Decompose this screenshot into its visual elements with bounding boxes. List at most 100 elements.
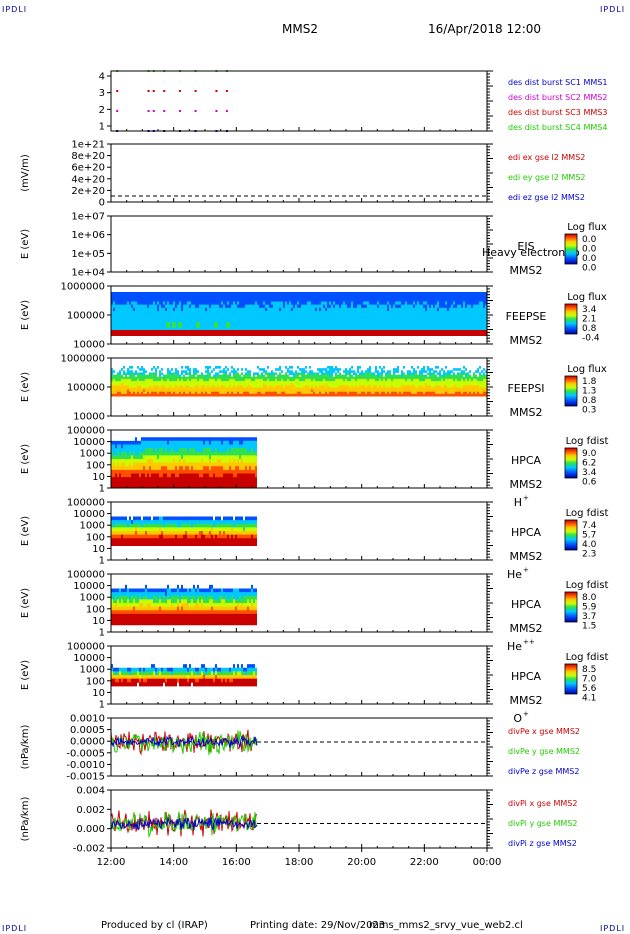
ytick-burst-1: 3 (99, 88, 105, 99)
colorbar-title-hpca_he: Log fdist (566, 508, 609, 519)
ytick-hpca_he-5: 1 (99, 556, 105, 567)
species-sup-hpca_o: + (523, 710, 529, 718)
legend-divpe-1: divPe y gse MMS2 (508, 747, 580, 756)
ytick-hpca_h-1: 10000 (73, 437, 105, 448)
label2-hpca_hepp: MMS2 (510, 622, 543, 635)
burst-mark-1-2 (152, 90, 155, 92)
colorbar-hpca_h (564, 447, 578, 479)
panel-frame-eis (110, 215, 488, 273)
legend-burst-0: des dist burst SC1 MMS1 (508, 78, 607, 87)
ytick-edi-5: 0 (99, 198, 105, 209)
divpe-series-2 (110, 735, 258, 748)
ylabel-feepsi: E (eV) (20, 372, 31, 402)
burst-mark-2-4 (178, 110, 181, 112)
divpi-series-2 (110, 816, 258, 831)
species-sup-hpca_hepp: ++ (523, 638, 535, 646)
xtick-6: 00:00 (473, 857, 502, 868)
species-sup-hpca_he: + (523, 566, 529, 574)
colorbar-tick-eis-2: 0.0 (582, 254, 597, 264)
xtick-0: 12:00 (97, 857, 126, 868)
divpi-series-1 (110, 811, 258, 839)
ylabel-hpca_hepp: E (eV) (20, 588, 31, 618)
colorbar-tick-hpca_hepp-0: 8.0 (582, 593, 597, 603)
colorbar-tick-feepse-1: 2.1 (582, 315, 596, 325)
colorbar-tick-feepse-2: 0.8 (582, 324, 597, 334)
colorbar-tick-hpca_hepp-1: 5.9 (582, 603, 597, 613)
overlay-eis: Heavy electron to (482, 246, 580, 259)
xtick-1: 14:00 (159, 857, 188, 868)
ylabel-hpca_h: E (eV) (20, 444, 31, 474)
colorbar-tick-feepsi-1: 1.3 (582, 387, 596, 397)
burst-mark-2-6 (215, 110, 218, 112)
ytick-divpe-2: 0.0000 (70, 737, 105, 748)
ytick-hpca_o-1: 10000 (73, 653, 105, 664)
ytick-hpca_he-0: 100000 (67, 498, 105, 509)
colorbar-hpca_hepp (564, 591, 578, 623)
ylabel-eis: E (eV) (20, 229, 31, 259)
ytick-edi-4: 2e+20 (71, 186, 105, 197)
ytick-feepsi-2: 10000 (73, 412, 105, 423)
ytick-eis-3: 1e+04 (71, 268, 105, 279)
label-hpca_hepp: HPCA (511, 598, 542, 611)
ytick-divpi-3: -0.002 (73, 844, 105, 855)
ytick-hpca_hepp-4: 10 (92, 616, 105, 627)
species-sup-hpca_h: + (523, 494, 529, 502)
ytick-divpe-3: -0.0005 (66, 748, 105, 759)
colorbar-tick-hpca_o-0: 8.5 (582, 665, 596, 675)
colorbar-tick-hpca_he-2: 4.0 (582, 540, 597, 550)
ytick-divpi-0: 0.004 (76, 786, 105, 797)
ytick-hpca_o-2: 1000 (80, 665, 105, 676)
ytick-hpca_o-5: 1 (99, 700, 105, 711)
colorbar-tick-hpca_he-3: 2.3 (582, 550, 596, 560)
ytick-feepsi-0: 1000000 (60, 354, 105, 365)
ytick-feepse-1: 100000 (67, 311, 105, 322)
ytick-hpca_hepp-3: 100 (86, 604, 105, 615)
label2-hpca_he: MMS2 (510, 550, 543, 563)
burst-mark-2-0 (116, 110, 119, 112)
burst-mark-1-0 (116, 90, 119, 92)
ytick-divpe-4: -0.0010 (66, 760, 105, 771)
ytick-hpca_he-2: 1000 (80, 521, 105, 532)
colorbar-tick-hpca_o-1: 7.0 (582, 675, 597, 685)
ytick-hpca_h-4: 10 (92, 472, 105, 483)
legend-divpe-0: divPe x gse MMS2 (508, 727, 580, 736)
species-hpca_o: O (513, 712, 522, 725)
legend-edi-1: edi ey gse l2 MMS2 (508, 173, 586, 182)
label2-eis: MMS2 (510, 264, 543, 277)
footer-producer: Produced by cl (IRAP) (101, 920, 208, 931)
legend-burst-1: des dist burst SC2 MMS2 (508, 93, 607, 102)
ytick-eis-2: 1e+05 (71, 249, 105, 260)
ytick-divpi-2: 0.000 (76, 824, 105, 835)
legend-divpi-0: divPi x gse MMS2 (508, 799, 577, 808)
ytick-hpca_o-3: 100 (86, 676, 105, 687)
label-eis: EIS (517, 240, 534, 253)
feepse-low-energy-band (111, 330, 487, 336)
ytick-edi-2: 6e+20 (71, 163, 105, 174)
panel-frame-edi (110, 143, 488, 203)
ytick-divpe-1: 0.0005 (70, 725, 105, 736)
ytick-feepse-0: 1000000 (60, 282, 105, 293)
label-feepsi: FEEPSI (507, 382, 544, 395)
ytick-eis-0: 1e+07 (71, 212, 105, 223)
label-hpca_he: HPCA (511, 526, 542, 539)
burst-mark-2-7 (225, 110, 228, 112)
legend-edi-0: edi ex gse l2 MMS2 (508, 153, 585, 162)
burst-mark-1-4 (178, 90, 181, 92)
ytick-edi-1: 8e+20 (71, 151, 105, 162)
colorbar-tick-eis-0: 0.0 (582, 235, 597, 245)
burst-mark-1-6 (215, 90, 218, 92)
xtick-2: 16:00 (222, 857, 251, 868)
ytick-hpca_he-1: 10000 (73, 509, 105, 520)
colorbar-tick-hpca_h-0: 9.0 (582, 449, 597, 459)
species-hpca_hepp: He (507, 640, 522, 653)
ylabel-divpe: (nPa/km) (20, 725, 31, 770)
burst-mark-2-2 (152, 110, 155, 112)
xtick-4: 20:00 (347, 857, 376, 868)
ytick-divpe-5: -0.0015 (66, 772, 105, 783)
ytick-hpca_h-0: 100000 (67, 426, 105, 437)
ytick-burst-2: 2 (99, 105, 105, 116)
label2-hpca_h: MMS2 (510, 478, 543, 491)
label-hpca_o: HPCA (511, 670, 542, 683)
ytick-hpca_h-5: 1 (99, 484, 105, 495)
ytick-burst-3: 1 (99, 122, 105, 133)
